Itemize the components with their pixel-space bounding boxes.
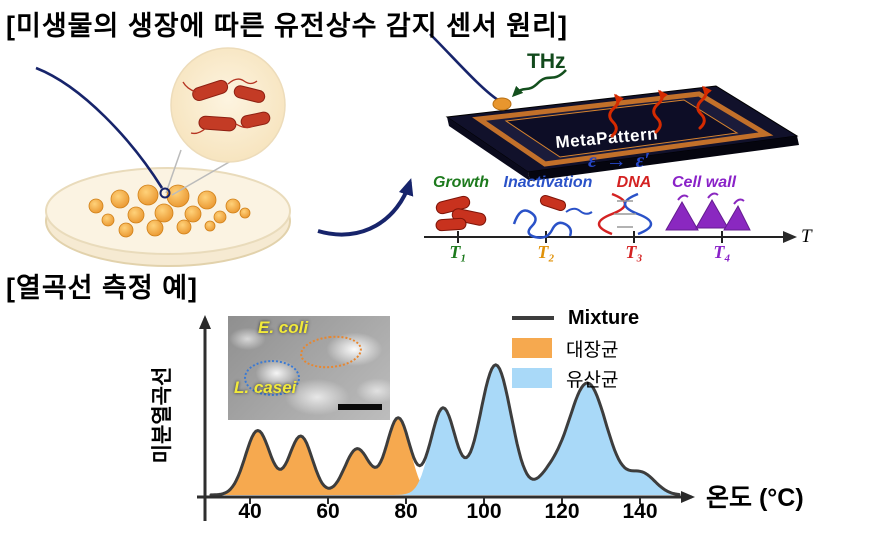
- colony-dots: [88, 184, 251, 238]
- x-tick-label-120: 120: [544, 500, 580, 523]
- timeline-tick-t4: T₄: [713, 242, 731, 262]
- chart-x-axis-label: 온도 (°C): [706, 484, 804, 512]
- bacteria-icons: [192, 79, 271, 132]
- heat-wave-icons: [608, 85, 712, 138]
- x-tick-label-60: 60: [316, 500, 340, 523]
- legend-swatch-ecoli: [512, 338, 552, 358]
- scale-bar: [338, 404, 382, 410]
- inoculation-loop-icon: [35, 66, 171, 199]
- coupling-spot: [492, 97, 512, 111]
- legend-label-mixture: Mixture: [568, 306, 640, 329]
- probe-needle: [429, 33, 499, 102]
- magnified-view: [170, 47, 286, 163]
- x-tick-label-40: 40: [238, 500, 262, 523]
- ecoli-marker-circle: [298, 332, 364, 372]
- legend-swatch-lacto: [512, 368, 552, 388]
- x-tick-label-100: 100: [466, 500, 502, 523]
- top-section-title: [미생물의 생장에 따른 유전상수 감지 센서 원리]: [6, 11, 568, 41]
- epsilon-after: ε′: [635, 148, 651, 172]
- stage-label-inactivation: Inactivation: [503, 174, 593, 191]
- x-tick-label-140: 140: [622, 500, 658, 523]
- chart-axes: [197, 315, 695, 521]
- thz-wave-arrow-icon: [511, 69, 567, 98]
- x-tick-label-80: 80: [394, 500, 418, 523]
- lcasei-label: L. casei: [234, 378, 297, 397]
- dna-helix-icon: [597, 192, 653, 236]
- thz-label: THz: [527, 50, 566, 73]
- ecoli-curve-area: [211, 417, 679, 495]
- legend-item-mixture: Mixture: [512, 305, 639, 331]
- legend-label-lacto: 유산균: [566, 369, 619, 391]
- epsilon-arrow-icon: →: [605, 148, 627, 172]
- inset-micrograph: E. coli L. casei: [228, 316, 390, 420]
- legend-label-ecoli: 대장균: [566, 339, 619, 361]
- sample-to-chip-arrow: [317, 178, 414, 237]
- legend-swatch-mixture: [512, 316, 554, 320]
- epsilon-annotation: ε → ε′: [588, 148, 650, 173]
- timeline-tick-t3: T₃: [625, 242, 643, 262]
- timeline-axis-label: T: [801, 226, 812, 247]
- inactivation-icon: [512, 195, 593, 239]
- chart-legend: Mixture 대장균 유산균: [512, 305, 639, 391]
- growth-bacteria-icon: [435, 195, 487, 232]
- stage-label-growth: Growth: [433, 174, 489, 191]
- mixture-curve-line: [209, 363, 681, 497]
- epsilon-before: ε: [588, 148, 597, 172]
- lacto-curve-area: [211, 364, 679, 495]
- flagella-lines: [182, 78, 258, 135]
- timeline-tick-t2: T₂: [537, 242, 555, 262]
- chart-y-axis-label: 미분열곡선: [151, 366, 174, 464]
- bottom-section-title: [열곡선 측정 예]: [6, 273, 199, 303]
- ecoli-label: E. coli: [258, 318, 309, 337]
- lcasei-marker-circle: [244, 360, 300, 396]
- cell-wall-icon: [665, 192, 751, 231]
- legend-item-lacto: 유산균: [512, 365, 639, 391]
- petri-dish: [45, 167, 291, 267]
- legend-item-ecoli: 대장균: [512, 335, 639, 361]
- timeline-tick-t1: T₁: [449, 242, 467, 262]
- stage-label-dna: DNA: [616, 174, 652, 191]
- meta-chip: MetaPattern: [445, 85, 799, 181]
- stage-label-cell-wall: Cell wall: [671, 174, 737, 191]
